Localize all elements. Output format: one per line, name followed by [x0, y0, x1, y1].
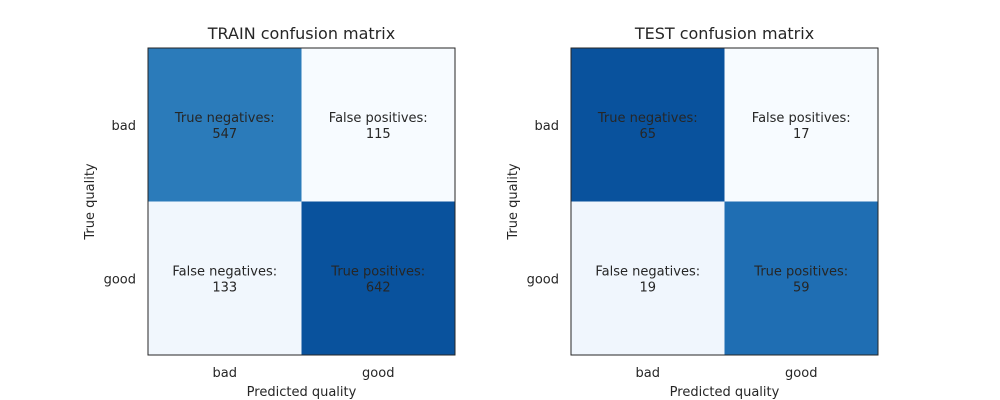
test-y-tick-label: good [527, 272, 559, 287]
train-cell-label: True positives: [330, 264, 425, 279]
train-x-axis-label: Predicted quality [247, 385, 357, 400]
train-y-tick-label: good [104, 272, 136, 287]
test-y-axis-label: True quality [506, 163, 521, 241]
train-cell-good-good [301, 201, 455, 355]
test-cell-good-good [724, 201, 878, 355]
test-x-axis-label: Predicted quality [670, 385, 780, 400]
test-cell-value: 19 [639, 280, 656, 295]
test-cell-value: 17 [793, 127, 810, 142]
train-y-axis-label: True quality [83, 163, 98, 241]
test-cell-label: False negatives: [595, 264, 700, 279]
train-cell-label: False positives: [329, 111, 428, 126]
test-cell-label: True positives: [753, 264, 848, 279]
train-cell-value: 547 [212, 127, 237, 142]
test-cell-label: False positives: [752, 111, 851, 126]
test-x-tick-label: good [785, 366, 817, 381]
train-chart-title: TRAIN confusion matrix [207, 24, 395, 43]
train-cell-good-bad [148, 201, 302, 355]
train-cell-label: False negatives: [172, 264, 277, 279]
train-cell-value: 115 [366, 127, 391, 142]
train-y-tick-label: bad [112, 119, 136, 134]
train-cell-bad-good [301, 48, 455, 202]
test-cell-value: 59 [793, 280, 810, 295]
test-plot-frame [570, 47, 879, 356]
test-cell-label: True negatives: [597, 111, 698, 126]
test-cell-good-bad [571, 201, 725, 355]
train-plot-frame [147, 47, 456, 356]
train-x-tick-label: bad [213, 366, 237, 381]
train-x-tick-label: good [362, 366, 394, 381]
train-cell-bad-bad [148, 48, 302, 202]
test-cell-bad-good [724, 48, 878, 202]
test-chart-title: TEST confusion matrix [634, 24, 814, 43]
test-x-tick-label: bad [636, 366, 660, 381]
test-cell-value: 65 [639, 127, 656, 142]
train-cell-label: True negatives: [174, 111, 275, 126]
train-cell-value: 133 [212, 280, 237, 295]
test-y-tick-label: bad [535, 119, 559, 134]
test-cell-bad-bad [571, 48, 725, 202]
train-cell-value: 642 [366, 280, 391, 295]
